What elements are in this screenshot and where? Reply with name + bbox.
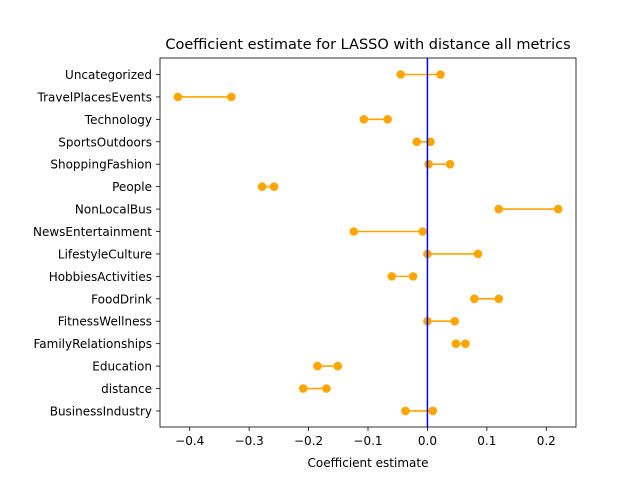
x-tick-label: −0.4 [175,434,204,448]
range-end-point-travelplacesevents [227,92,236,102]
x-tick-label: 0.0 [418,434,437,448]
y-tick-label-familyrelationships: FamilyRelationships [33,337,152,351]
range-end-point-shoppingfashion [445,159,455,169]
y-tick-label-education: Education [92,360,152,374]
range-end-point-fitnesswellness [450,316,460,326]
plot-area: Uncategorized TravelPlacesEvents Technolog… [33,57,577,448]
chart-title: Coefficient estimate for LASSO with dist… [165,37,570,53]
y-tick-label-distance: distance [101,382,152,396]
x-tick-label: −0.2 [294,434,323,448]
range-end-point-familyrelationships [461,339,470,348]
range-start-point-familyrelationships [451,339,461,348]
range-start-point-fooddrink [470,294,479,304]
y-tick-label-travelplacesevents: TravelPlacesEvents [37,90,152,104]
range-start-point-hobbiesactivities [387,272,397,281]
range-end-point-hobbiesactivities [408,272,418,281]
y-tick-label-fitnesswellness: FitnessWellness [58,315,152,329]
y-tick-label-uncategorized: Uncategorized [65,68,152,82]
range-start-point-newsentertainment [349,227,359,236]
range-start-point-travelplacesevents [173,92,183,102]
range-end-point-fooddrink [494,294,504,304]
range-end-point-nonlocalbus [553,204,563,214]
range-start-point-nonlocalbus [494,204,504,214]
y-tick-label-businessindustry: BusinessIndustry [50,404,152,418]
range-end-point-lifestyleculture [473,249,483,259]
range-end-point-people [269,182,279,191]
y-tick-label-nonlocalbus: NonLocalBus [75,203,152,217]
range-end-point-businessindustry [428,406,438,416]
range-end-point-distance [322,384,331,393]
range-start-point-uncategorized [396,70,405,79]
range-start-point-technology [359,115,369,124]
range-start-point-sportsoutdoors [412,137,422,147]
range-start-point-businessindustry [401,406,410,416]
range-end-point-education [333,361,342,371]
x-tick-label: −0.3 [235,434,264,448]
x-tick-label: 0.1 [477,434,496,448]
y-tick-label-shoppingfashion: ShoppingFashion [50,158,152,172]
x-tick-label: −0.1 [353,434,382,448]
y-tick-label-newsentertainment: NewsEntertainment [33,225,152,239]
y-tick-label-people: People [112,180,152,194]
axes-frame [159,57,577,428]
y-tick-label-fooddrink: FoodDrink [91,292,152,306]
x-axis-label: Coefficient estimate [308,456,429,470]
range-start-point-education [313,361,322,371]
range-end-point-newsentertainment [418,227,427,236]
x-tick-label: 0.2 [537,434,556,448]
range-start-point-people [257,182,267,191]
range-end-point-sportsoutdoors [426,137,435,147]
range-end-point-uncategorized [436,70,445,79]
range-start-point-shoppingfashion [424,159,433,169]
y-tick-label-sportsoutdoors: SportsOutdoors [58,135,152,149]
range-end-point-technology [383,115,392,124]
y-tick-label-technology: Technology [84,113,152,127]
range-start-point-distance [298,384,308,393]
y-tick-label-hobbiesactivities: HobbiesActivities [49,270,152,284]
y-tick-label-lifestyleculture: LifestyleCulture [58,247,152,261]
